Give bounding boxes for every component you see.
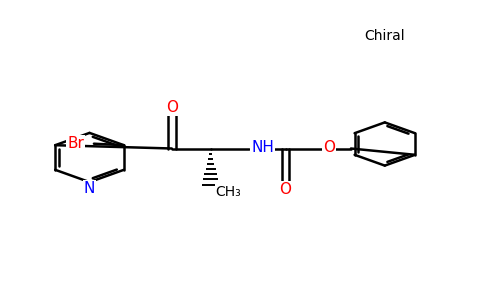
Text: CH₃: CH₃	[215, 185, 241, 199]
Text: Br: Br	[67, 136, 84, 151]
Text: Chiral: Chiral	[364, 29, 405, 43]
Text: O: O	[280, 182, 291, 197]
Text: O: O	[166, 100, 178, 115]
Text: NH: NH	[251, 140, 274, 155]
Text: N: N	[84, 181, 95, 196]
Text: O: O	[323, 140, 335, 155]
